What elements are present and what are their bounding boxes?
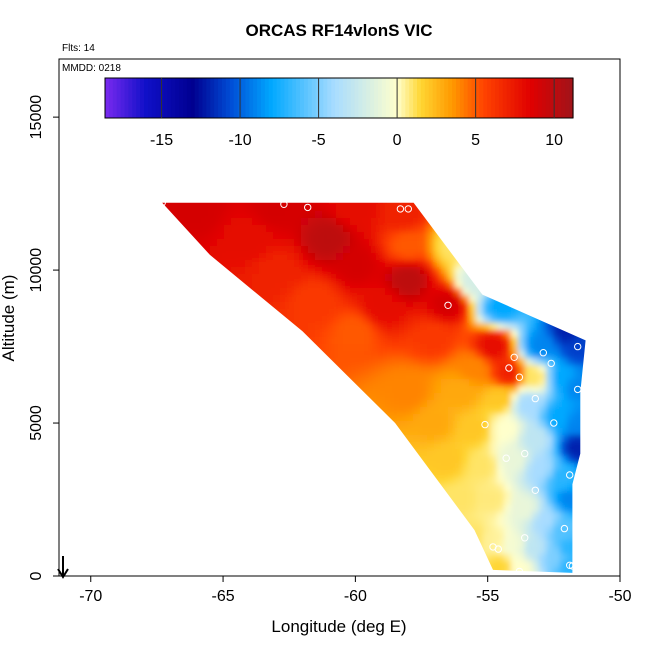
- x-tick-label: -65: [212, 588, 235, 605]
- y-tick-label: 5000: [28, 405, 45, 441]
- heatmap-field: [162, 202, 586, 573]
- x-tick-label: -55: [476, 588, 499, 605]
- flight-marker: [547, 359, 555, 368]
- x-axis: -70 -65 -60 -55 -50: [79, 576, 632, 605]
- y-tick-label: 15000: [28, 95, 45, 140]
- flight-marker: [481, 420, 489, 429]
- flight-marker: [510, 353, 518, 361]
- chart-title: ORCAS RF14vlonS VIC: [245, 21, 432, 40]
- flight-marker: [550, 419, 558, 427]
- flight-marker: [560, 524, 569, 533]
- flight-marker: [280, 200, 288, 209]
- colorbar-tick-label: 0: [393, 132, 402, 149]
- flight-marker: [574, 342, 582, 351]
- colorbar-tick-label: -15: [150, 132, 173, 149]
- plot-frame: [58, 58, 621, 577]
- colorbar: -15 -10 -5 0 5 10: [104, 77, 574, 149]
- y-axis: 0 5000 10000 15000: [28, 95, 59, 580]
- colorbar-tick-label: -5: [311, 132, 325, 149]
- flight-marker: [396, 205, 405, 213]
- flight-marker: [304, 203, 312, 212]
- down-arrow-icon: [57, 556, 69, 579]
- x-tick-label: -50: [608, 588, 631, 605]
- flight-marker: [568, 562, 577, 570]
- flight-marker: [404, 205, 412, 213]
- flight-marker: [444, 301, 452, 309]
- flight-marker: [505, 364, 513, 372]
- flight-marker: [521, 449, 529, 458]
- flights-annotation: Flts: 14: [62, 43, 95, 54]
- flight-marker: [521, 534, 529, 542]
- flight-marker: [158, 199, 166, 207]
- flight-marker: [566, 561, 574, 569]
- flight-marker: [515, 567, 524, 576]
- colorbar-tick-label: -10: [228, 132, 251, 149]
- y-tick-label: 0: [28, 571, 45, 580]
- x-tick-label: -60: [344, 588, 367, 605]
- flight-marker: [574, 385, 582, 394]
- flight-marker: [531, 394, 539, 403]
- colorbar-tick-label: 5: [471, 132, 480, 149]
- flight-marker: [494, 545, 502, 553]
- y-axis-label: Altitude (m): [0, 275, 18, 362]
- flight-marker: [502, 454, 510, 462]
- y-tick-label: 10000: [28, 248, 45, 293]
- flight-marker: [566, 471, 574, 479]
- flight-markers: [158, 199, 582, 576]
- flight-marker: [531, 486, 539, 494]
- flight-marker: [515, 373, 524, 381]
- date-annotation: MMDD: 0218: [62, 63, 121, 74]
- flight-marker: [539, 349, 547, 357]
- colorbar-tick-label: 10: [545, 132, 563, 149]
- x-axis-label: Longitude (deg E): [271, 617, 406, 636]
- x-tick-label: -70: [79, 588, 102, 605]
